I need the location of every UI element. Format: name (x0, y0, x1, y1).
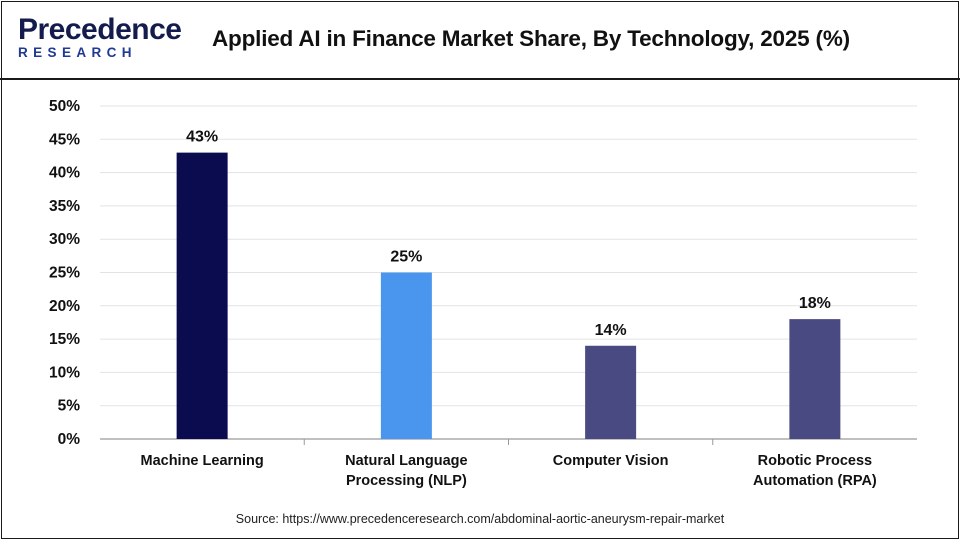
data-label: 18% (799, 295, 831, 312)
y-tick-label: 30% (49, 231, 80, 248)
y-tick-label: 50% (49, 98, 80, 115)
y-tick-label: 40% (49, 165, 80, 182)
data-label: 43% (186, 129, 218, 146)
data-label: 14% (595, 322, 627, 339)
header: Precedence RESEARCH Applied AI in Financ… (0, 0, 960, 80)
x-category-label: Automation (RPA) (753, 473, 877, 489)
chart-title: Applied AI in Finance Market Share, By T… (212, 26, 850, 51)
x-category-label: Machine Learning (140, 453, 263, 469)
brand-logo: Precedence RESEARCH (18, 14, 182, 64)
x-category-label: Robotic Process (758, 453, 872, 469)
source-note: Source: https://www.precedenceresearch.c… (235, 512, 725, 526)
y-tick-label: 35% (49, 198, 80, 215)
y-tick-label: 20% (49, 298, 80, 315)
y-tick-label: 10% (49, 364, 80, 381)
x-category-label: Computer Vision (553, 453, 669, 469)
x-category-label: Processing (NLP) (346, 473, 467, 489)
y-tick-label: 25% (49, 265, 80, 282)
bar (585, 345, 637, 439)
y-tick-label: 15% (49, 331, 80, 348)
bar (176, 152, 228, 439)
data-label: 25% (390, 249, 422, 266)
x-category-label: Natural Language (345, 453, 467, 469)
bar-chart: 0% 5% 10% 15% 20% 25% 30% 35% 40% 45% 50% 43% Machin… (49, 98, 917, 489)
bar (789, 319, 841, 439)
logo-subtitle: RESEARCH (18, 45, 137, 60)
logo-wordmark: Precedence (18, 13, 182, 46)
y-tick-label: 5% (58, 398, 81, 415)
bar (380, 272, 432, 439)
y-tick-label: 0% (58, 431, 81, 448)
y-tick-label: 45% (49, 131, 80, 148)
